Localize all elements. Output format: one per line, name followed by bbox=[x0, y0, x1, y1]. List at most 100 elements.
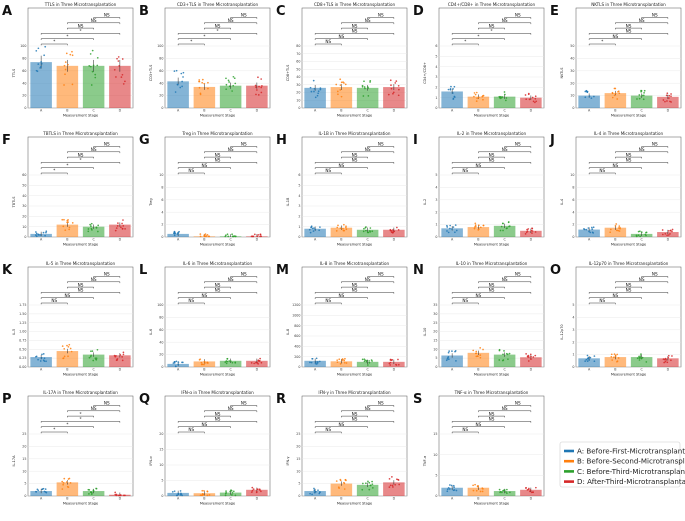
data-point bbox=[397, 358, 399, 361]
data-point bbox=[340, 81, 343, 84]
data-point bbox=[35, 231, 37, 233]
data-point bbox=[231, 493, 233, 496]
data-point bbox=[588, 230, 590, 233]
data-point bbox=[394, 483, 397, 486]
significance-label: NS bbox=[612, 34, 618, 39]
x-tick-label: A bbox=[40, 497, 43, 501]
significance-bracket bbox=[451, 302, 479, 305]
data-point bbox=[530, 358, 532, 360]
significance-bracket bbox=[478, 410, 532, 413]
y-tick-label: 0 bbox=[24, 106, 26, 110]
data-point bbox=[616, 360, 618, 363]
bar-C bbox=[493, 354, 516, 367]
significance-bracket bbox=[40, 297, 94, 299]
data-point bbox=[309, 86, 312, 89]
plot-area bbox=[164, 395, 271, 497]
significance-bracket bbox=[314, 167, 368, 169]
data-point bbox=[314, 490, 317, 493]
data-point bbox=[313, 227, 315, 229]
data-point bbox=[368, 481, 371, 484]
data-point bbox=[392, 231, 394, 234]
data-point bbox=[593, 95, 595, 98]
data-point bbox=[389, 79, 392, 82]
data-point bbox=[446, 488, 449, 491]
data-point bbox=[69, 347, 72, 350]
data-point bbox=[174, 365, 177, 368]
y-tick-label: 50 bbox=[22, 183, 26, 187]
x-tick-label: A bbox=[314, 497, 317, 501]
significance-label: NS bbox=[378, 272, 384, 277]
significance-bracket bbox=[451, 33, 532, 35]
significance-bracket bbox=[588, 43, 616, 46]
data-point bbox=[62, 357, 64, 360]
data-point bbox=[482, 98, 484, 101]
x-tick-label: C bbox=[640, 109, 643, 113]
x-tick-label: A bbox=[40, 109, 43, 113]
data-point bbox=[122, 351, 125, 354]
data-point bbox=[528, 487, 530, 490]
significance-bracket bbox=[314, 172, 342, 175]
bar-C bbox=[356, 87, 379, 108]
significance-label: NS bbox=[502, 406, 508, 411]
data-point bbox=[316, 94, 319, 97]
data-point bbox=[313, 87, 316, 90]
x-tick-label: C bbox=[92, 497, 95, 501]
data-point bbox=[62, 483, 64, 486]
significance-bracket bbox=[504, 405, 532, 407]
data-point bbox=[506, 227, 508, 229]
data-point bbox=[310, 226, 313, 228]
data-point bbox=[482, 348, 484, 351]
data-point bbox=[123, 494, 125, 497]
data-point bbox=[225, 77, 227, 80]
data-point bbox=[475, 350, 478, 353]
data-point bbox=[61, 218, 64, 221]
panel-label: I bbox=[413, 133, 418, 148]
data-point bbox=[257, 359, 260, 362]
data-point bbox=[121, 73, 124, 76]
bar-B bbox=[467, 352, 490, 367]
data-point bbox=[473, 92, 476, 94]
data-point bbox=[644, 233, 647, 236]
data-point bbox=[585, 358, 588, 361]
x-tick-label: C bbox=[366, 368, 369, 372]
significance-label: * bbox=[66, 422, 68, 427]
data-point bbox=[584, 96, 587, 99]
x-tick-label: B bbox=[340, 497, 343, 501]
data-point bbox=[453, 489, 456, 491]
significance-label: NS bbox=[502, 18, 508, 23]
data-point bbox=[361, 85, 364, 88]
bar-B bbox=[56, 351, 79, 367]
chart-panel-H: H IL-1B in Three Microtransplantation 0 1 2 3… bbox=[276, 131, 408, 247]
significance-label: NS bbox=[325, 298, 331, 303]
y-axis-label: CD3+TLS bbox=[149, 64, 153, 81]
data-point bbox=[62, 481, 65, 484]
significance-bracket bbox=[204, 286, 231, 289]
significance-bracket bbox=[177, 302, 205, 305]
chart-panel-N: N IL-10 in Three Microtransplantation 0 5 10… bbox=[413, 261, 545, 377]
significance-bracket bbox=[478, 281, 532, 284]
data-point bbox=[362, 95, 365, 97]
data-point bbox=[475, 489, 478, 492]
data-point bbox=[124, 227, 126, 230]
data-point bbox=[396, 226, 398, 229]
y-tick-label: 8 bbox=[572, 186, 574, 190]
data-point bbox=[233, 77, 236, 80]
data-point bbox=[45, 360, 47, 363]
data-point bbox=[664, 232, 667, 235]
significance-label: NS bbox=[104, 142, 110, 147]
y-tick-label: 3 bbox=[435, 75, 437, 79]
data-point bbox=[505, 491, 507, 493]
y-tick-label: 10 bbox=[296, 469, 300, 473]
significance-bracket bbox=[40, 33, 121, 35]
data-point bbox=[527, 360, 530, 362]
data-point bbox=[96, 348, 99, 351]
data-point bbox=[339, 89, 342, 91]
x-tick-label: B bbox=[340, 109, 343, 113]
data-point bbox=[90, 350, 92, 353]
data-point bbox=[256, 235, 259, 238]
data-point bbox=[446, 490, 449, 493]
data-point bbox=[363, 227, 365, 230]
data-point bbox=[179, 490, 182, 492]
data-point bbox=[260, 86, 263, 89]
data-point bbox=[63, 477, 66, 480]
